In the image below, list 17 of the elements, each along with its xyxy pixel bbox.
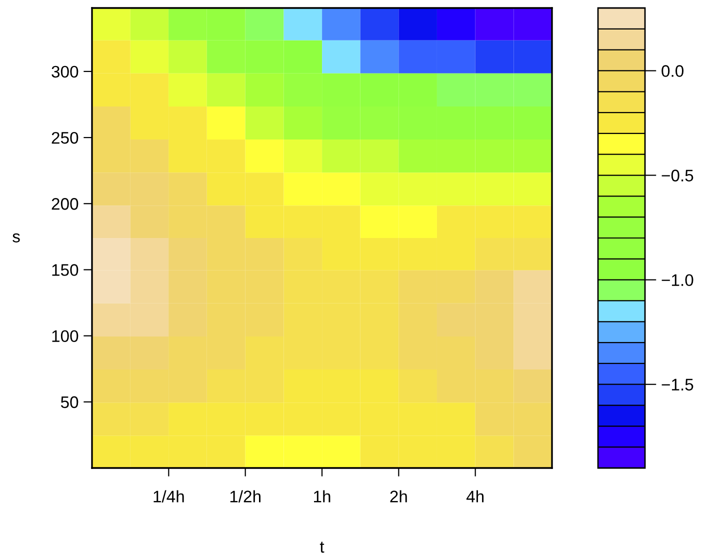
y-tick-label: 200 [52,198,78,210]
x-tick-label: 1/2h [230,490,260,502]
color-bar-label: 0.0 [662,65,684,77]
y-tick-label: 100 [52,330,78,342]
x-tick-label: 2h [390,490,407,502]
y-tick-label: 300 [52,66,78,78]
y-tick-label: 250 [52,132,78,144]
color-bar-label: −1.0 [662,274,694,286]
x-tick-label: 1/4h [154,490,184,502]
x-axis-title: t [320,542,324,553]
y-tick-label: 50 [60,396,78,408]
color-bar-label: −0.5 [662,170,694,182]
y-tick-label: 150 [52,264,78,276]
y-axis-title: s [12,233,20,242]
x-tick-label: 1h [314,490,330,502]
color-bar-label: −1.5 [662,378,694,391]
x-tick-label: 4h [466,490,484,502]
